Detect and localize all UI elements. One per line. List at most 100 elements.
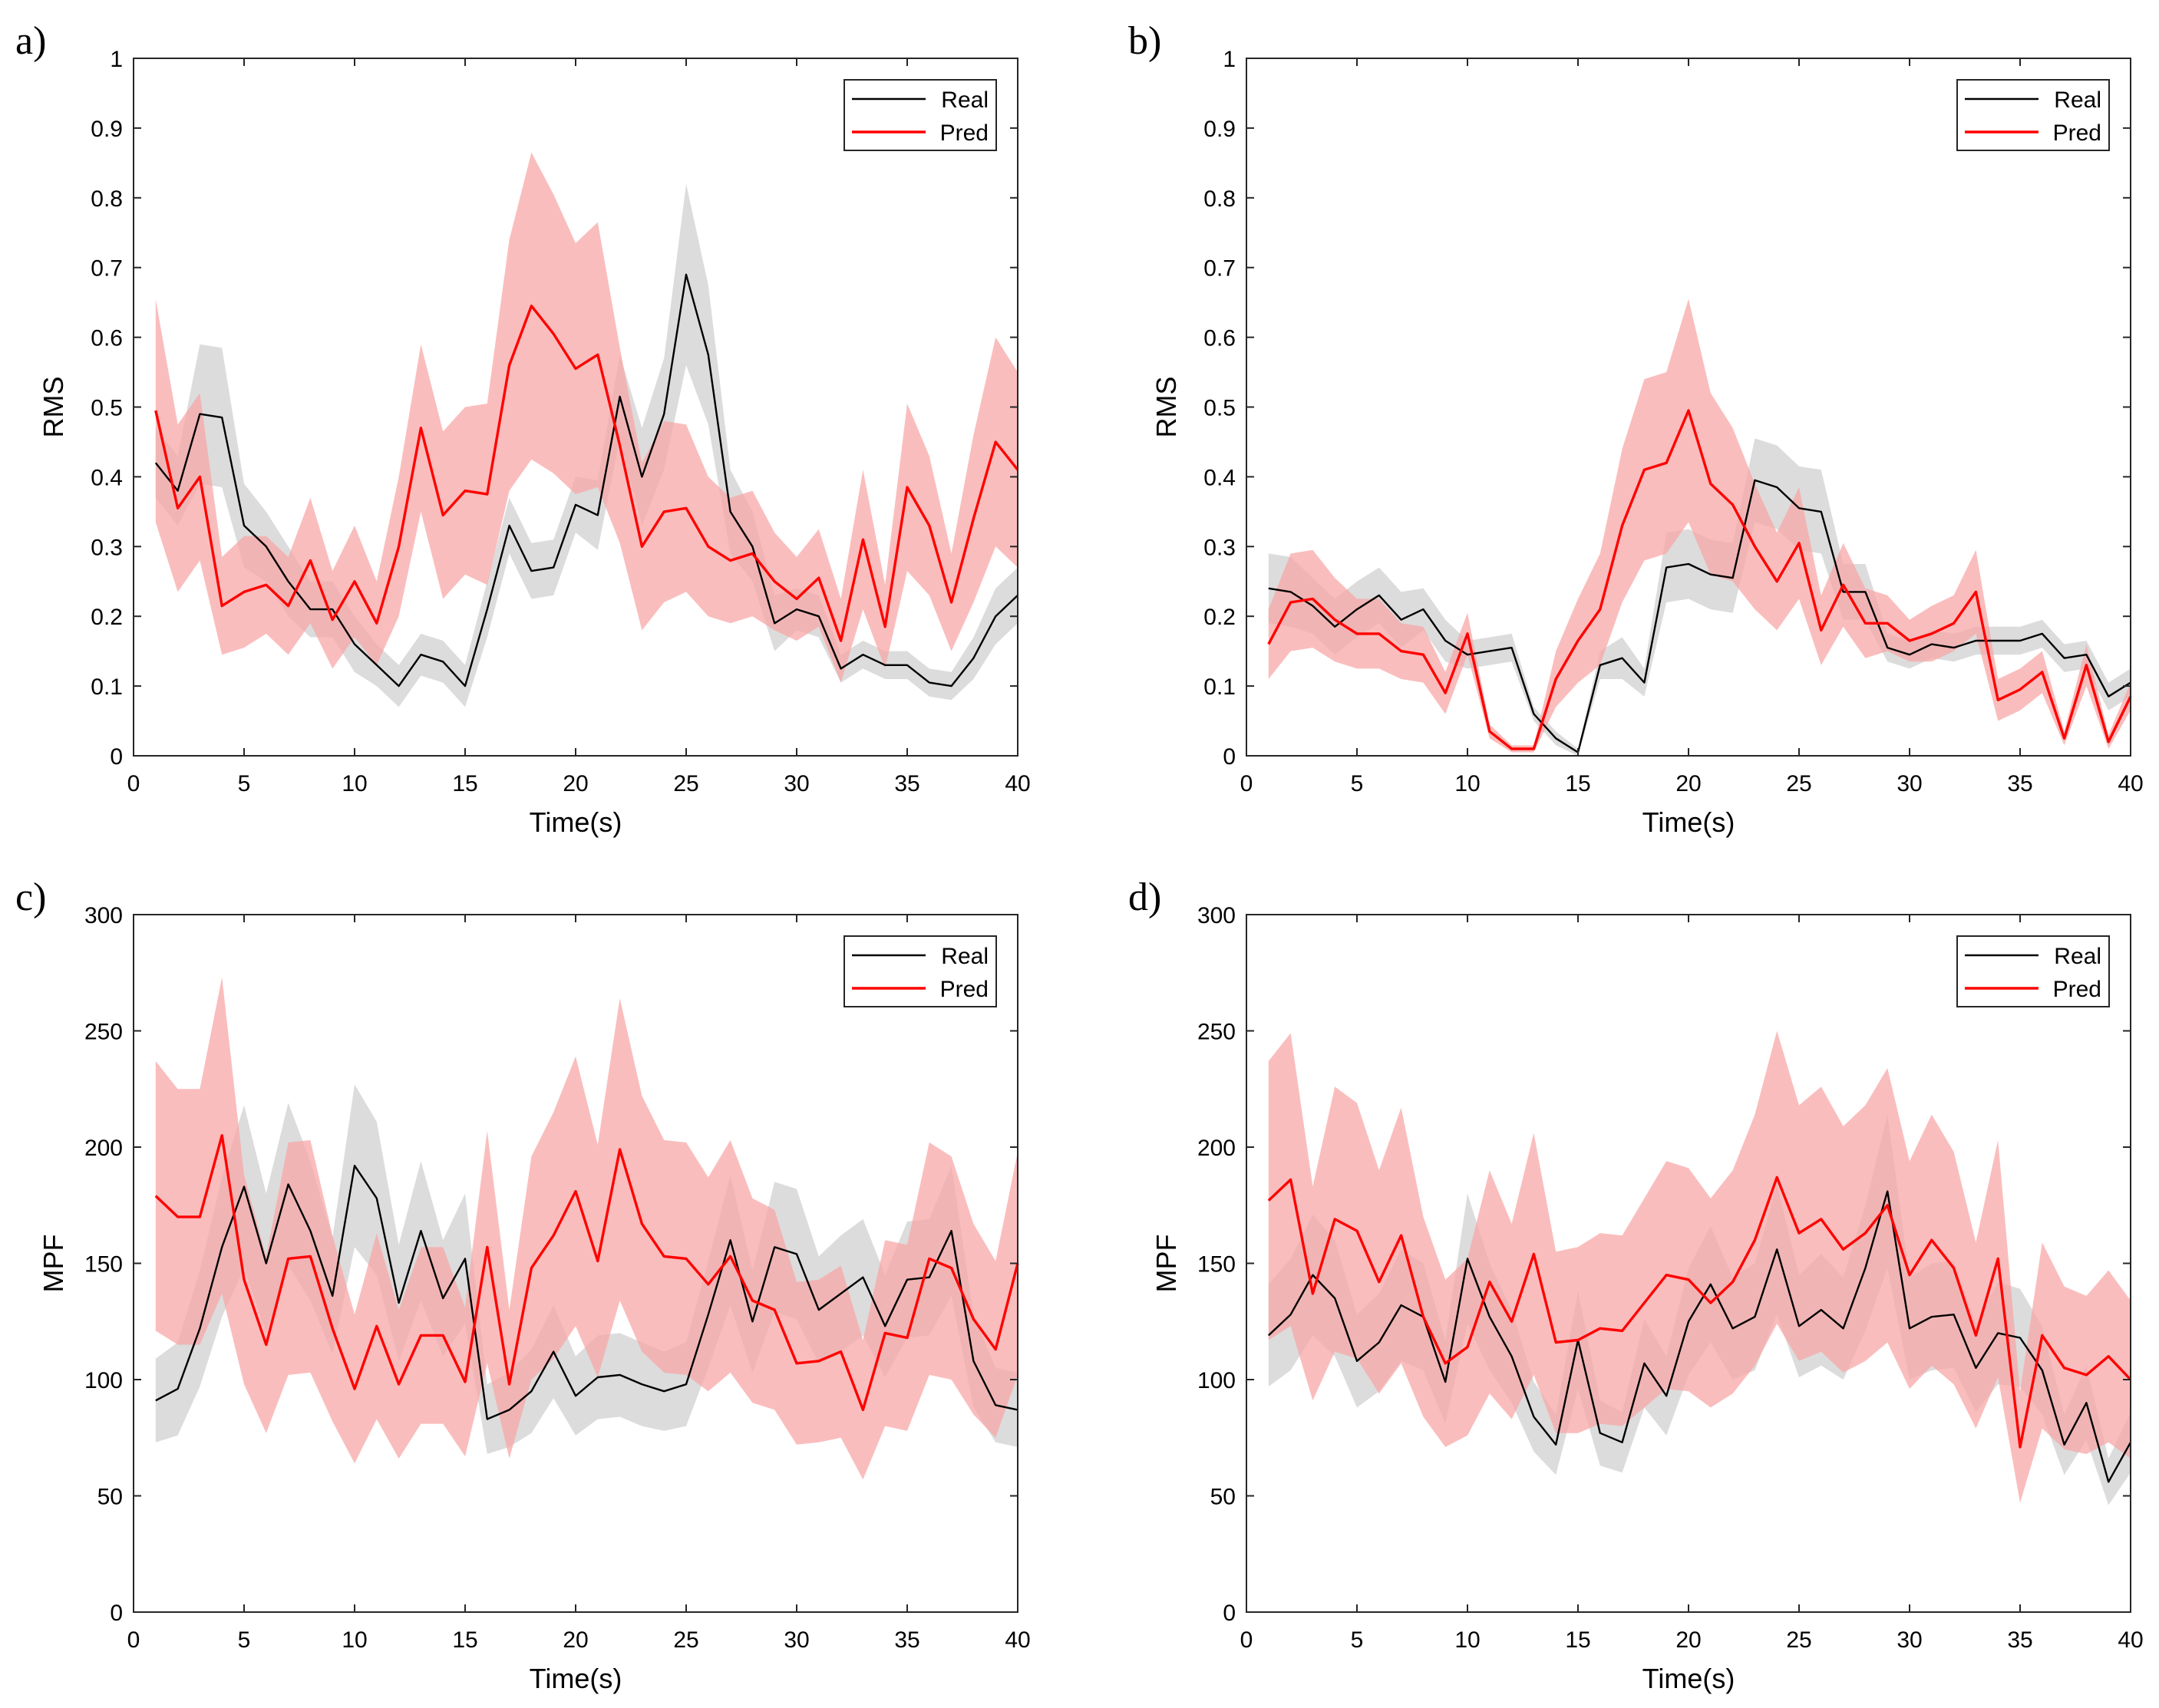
y-tick-label: 0.3 — [91, 535, 123, 560]
legend: Real Pred — [843, 79, 997, 151]
x-tick-label: 40 — [1005, 1627, 1030, 1653]
y-tick-label: 0.7 — [91, 256, 123, 282]
x-axis-label: Time(s) — [530, 1663, 622, 1694]
y-tick-label: 1 — [110, 47, 123, 72]
y-tick-label: 0 — [1223, 744, 1236, 770]
x-tick-label: 25 — [1786, 1627, 1811, 1653]
x-tick-label: 20 — [1675, 1627, 1701, 1653]
y-tick-label: 100 — [84, 1368, 123, 1393]
x-tick-label: 0 — [1240, 771, 1253, 796]
y-tick-label: 250 — [1197, 1020, 1236, 1045]
y-axis-label: MPF — [1150, 1235, 1182, 1293]
x-tick-label: 40 — [1005, 771, 1030, 796]
x-tick-label: 25 — [673, 1627, 698, 1653]
x-tick-label: 25 — [1786, 771, 1811, 796]
x-tick-label: 5 — [1351, 1627, 1364, 1653]
x-tick-label: 30 — [1897, 771, 1922, 796]
chart-panel-2: 0 5 10 15 20 25 30 35 40 0 0.1 0.2 0.3 0.4 0.5 0.6 0.7 0.… — [1128, 19, 2144, 838]
y-tick-label: 250 — [84, 1020, 123, 1045]
y-tick-label: 100 — [1197, 1368, 1236, 1393]
series-band-pred — [155, 152, 1018, 683]
y-axis-label: MPF — [38, 1235, 69, 1293]
x-tick-label: 10 — [342, 771, 367, 796]
y-tick-label: 50 — [1210, 1485, 1236, 1510]
series-band-real — [155, 1084, 1018, 1454]
x-tick-label: 20 — [1675, 771, 1701, 796]
y-tick-label: 50 — [97, 1485, 123, 1510]
y-tick-label: 150 — [1197, 1252, 1236, 1278]
y-tick-label: 0 — [110, 1601, 123, 1626]
y-tick-label: 0.2 — [1203, 605, 1236, 630]
series-line-pred — [154, 305, 1019, 642]
legend-label-real: Real — [2054, 87, 2101, 113]
legend-label-pred: Pred — [2053, 977, 2101, 1002]
x-tick-label: 20 — [563, 771, 588, 796]
y-tick-label: 0.4 — [1203, 465, 1236, 490]
x-tick-label: 10 — [342, 1627, 367, 1653]
chart-panel-4: 0 5 10 15 20 25 30 35 40 0 50 100 150 200 250 300 Time(s… — [1128, 875, 2144, 1694]
panel-label: a) — [15, 19, 46, 63]
y-tick-label: 0.6 — [1203, 326, 1236, 351]
legend-box — [843, 79, 997, 151]
y-tick-label: 0.7 — [1203, 256, 1236, 282]
x-tick-label: 30 — [784, 771, 809, 796]
series-line-pred — [154, 1134, 1019, 1412]
y-tick-label: 0 — [110, 744, 123, 770]
y-tick-label: 0.8 — [91, 186, 123, 212]
x-tick-label: 35 — [2007, 771, 2032, 796]
chart-panel-3: 0 5 10 15 20 25 30 35 40 0 50 100 150 200 250 300 Time(s… — [15, 875, 1031, 1694]
x-tick-label: 5 — [238, 771, 251, 796]
y-tick-label: 0.6 — [91, 326, 123, 351]
legend: Real Pred — [843, 935, 997, 1007]
x-tick-label: 15 — [452, 1627, 477, 1653]
x-tick-label: 35 — [894, 1627, 919, 1653]
legend-label-pred: Pred — [940, 977, 989, 1002]
x-tick-label: 25 — [673, 771, 698, 796]
panel-label: c) — [15, 875, 46, 919]
y-tick-label: 0.3 — [1203, 535, 1236, 560]
y-tick-label: 0.1 — [1203, 674, 1236, 700]
panel-label: b) — [1128, 19, 1161, 63]
x-tick-label: 15 — [1565, 1627, 1590, 1653]
y-tick-label: 200 — [1197, 1136, 1236, 1161]
x-axis-label: Time(s) — [1642, 1663, 1735, 1694]
y-tick-label: 0.9 — [1203, 117, 1236, 142]
legend-label-real: Real — [941, 944, 989, 969]
x-tick-label: 30 — [1897, 1627, 1922, 1653]
x-tick-label: 5 — [1351, 771, 1364, 796]
series-line-real — [155, 1164, 1018, 1420]
y-tick-label: 0.1 — [91, 674, 123, 700]
legend-box — [1956, 79, 2110, 151]
x-tick-label: 35 — [894, 771, 919, 796]
legend: Real Pred — [1956, 79, 2110, 151]
series-band-pred — [1268, 1030, 2131, 1503]
y-tick-label: 300 — [84, 903, 123, 928]
y-tick-label: 0.5 — [1203, 396, 1236, 421]
x-tick-label: 15 — [452, 771, 477, 796]
x-axis-label: Time(s) — [530, 806, 622, 838]
legend-label-pred: Pred — [940, 120, 989, 146]
y-tick-label: 200 — [84, 1136, 123, 1161]
x-tick-label: 40 — [2118, 771, 2143, 796]
series-line-real — [1267, 1190, 2132, 1483]
legend-label-pred: Pred — [2053, 120, 2101, 146]
x-tick-label: 10 — [1454, 771, 1480, 796]
panel-label: d) — [1128, 875, 1161, 919]
y-axis-label: RMS — [1150, 377, 1182, 438]
x-axis-label: Time(s) — [1642, 806, 1735, 838]
y-tick-label: 1 — [1223, 47, 1236, 72]
x-tick-label: 0 — [127, 1627, 140, 1653]
series-line-real — [154, 273, 1018, 687]
x-tick-label: 0 — [127, 771, 140, 796]
y-tick-label: 0.5 — [91, 396, 123, 421]
legend: Real Pred — [1956, 935, 2110, 1007]
x-tick-label: 30 — [784, 1627, 809, 1653]
x-tick-label: 10 — [1454, 1627, 1480, 1653]
legend-box — [843, 935, 997, 1007]
x-tick-label: 35 — [2007, 1627, 2032, 1653]
series-line-pred — [1267, 409, 2132, 750]
legend-label-real: Real — [2054, 944, 2101, 969]
x-tick-label: 20 — [563, 1627, 588, 1653]
x-tick-label: 15 — [1565, 771, 1590, 796]
